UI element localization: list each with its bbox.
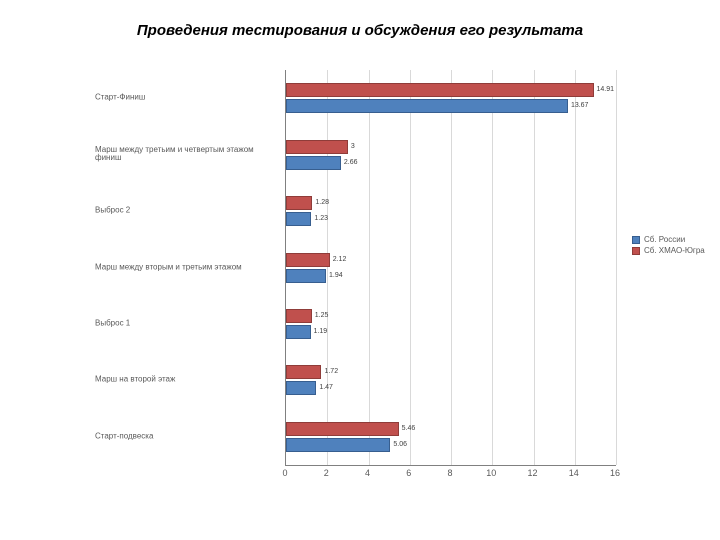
bar-value-label: 1.28 (315, 199, 329, 206)
legend-item-russia: Сб. России (632, 235, 705, 244)
category-labels: Старт-Финиш Марш между третьим и четверты… (90, 70, 280, 500)
bar-hmao (286, 253, 330, 267)
bar-group: 1.25 1.19 (286, 309, 616, 339)
bar-hmao (286, 196, 312, 210)
bar-group: 5.46 5.06 (286, 422, 616, 452)
bar-hmao (286, 309, 312, 323)
bar-value-label: 13.67 (571, 102, 589, 109)
legend-swatch-icon (632, 236, 640, 244)
bar-value-label: 1.19 (314, 328, 328, 335)
bar-hmao (286, 140, 348, 154)
bar-value-label: 1.72 (324, 368, 338, 375)
bar-value-label: 1.23 (314, 215, 328, 222)
bar-value-label: 1.47 (319, 384, 333, 391)
bar-value-label: 5.46 (402, 425, 416, 432)
bar-value-label: 2.66 (344, 159, 358, 166)
bar-value-label: 5.06 (393, 441, 407, 448)
chart-area: Старт-Финиш Марш между третьим и четверты… (90, 70, 620, 500)
bar-russia (286, 325, 311, 339)
category-label: Марш между третьим и четвертым этажом фи… (95, 146, 280, 164)
chart-title: Проведения тестирования и обсуждения его… (0, 22, 720, 39)
legend-item-hmao: Сб. ХМАО-Югра (632, 246, 705, 255)
bar-group: 14.91 13.67 (286, 83, 616, 113)
category-label: Марш на второй этаж (95, 376, 280, 385)
page: Проведения тестирования и обсуждения его… (0, 0, 720, 540)
bar-value-label: 14.91 (597, 86, 615, 93)
category-label: Старт-подвеска (95, 432, 280, 441)
bar-value-label: 2.12 (333, 256, 347, 263)
bar-group: 32.66 (286, 140, 616, 170)
bar-value-label: 3 (351, 143, 355, 150)
plot-area: 14.9113.6732.661.281.232.121.941.251.191… (285, 70, 616, 466)
legend-swatch-icon (632, 247, 640, 255)
legend: Сб. России Сб. ХМАО-Югра (632, 235, 705, 257)
bar-russia (286, 212, 311, 226)
category-label: Марш между вторым и третьим этажом (95, 263, 280, 272)
bar-value-label: 1.94 (329, 272, 343, 279)
x-tick-label: 12 (527, 468, 537, 478)
x-tick-label: 8 (447, 468, 452, 478)
legend-label: Сб. России (644, 235, 685, 244)
x-tick-label: 2 (324, 468, 329, 478)
category-label: Выброс 1 (95, 320, 280, 329)
bar-hmao (286, 422, 399, 436)
x-tick-label: 14 (569, 468, 579, 478)
legend-label: Сб. ХМАО-Югра (644, 246, 705, 255)
bar-group: 1.28 1.23 (286, 196, 616, 226)
bar-group: 1.72 1.47 (286, 365, 616, 395)
category-label: Выброс 2 (95, 207, 280, 216)
x-tick-label: 6 (406, 468, 411, 478)
bar-russia (286, 156, 341, 170)
bar-hmao (286, 365, 321, 379)
grid-line (616, 70, 617, 465)
x-tick-label: 16 (610, 468, 620, 478)
x-tick-label: 4 (365, 468, 370, 478)
category-label: Старт-Финиш (95, 94, 280, 103)
bar-russia (286, 438, 390, 452)
bar-russia (286, 381, 316, 395)
x-tick-label: 0 (282, 468, 287, 478)
bar-hmao (286, 83, 594, 97)
bar-russia (286, 99, 568, 113)
bar-group: 2.12 1.94 (286, 253, 616, 283)
x-tick-label: 10 (486, 468, 496, 478)
bar-value-label: 1.25 (315, 312, 329, 319)
bar-russia (286, 269, 326, 283)
